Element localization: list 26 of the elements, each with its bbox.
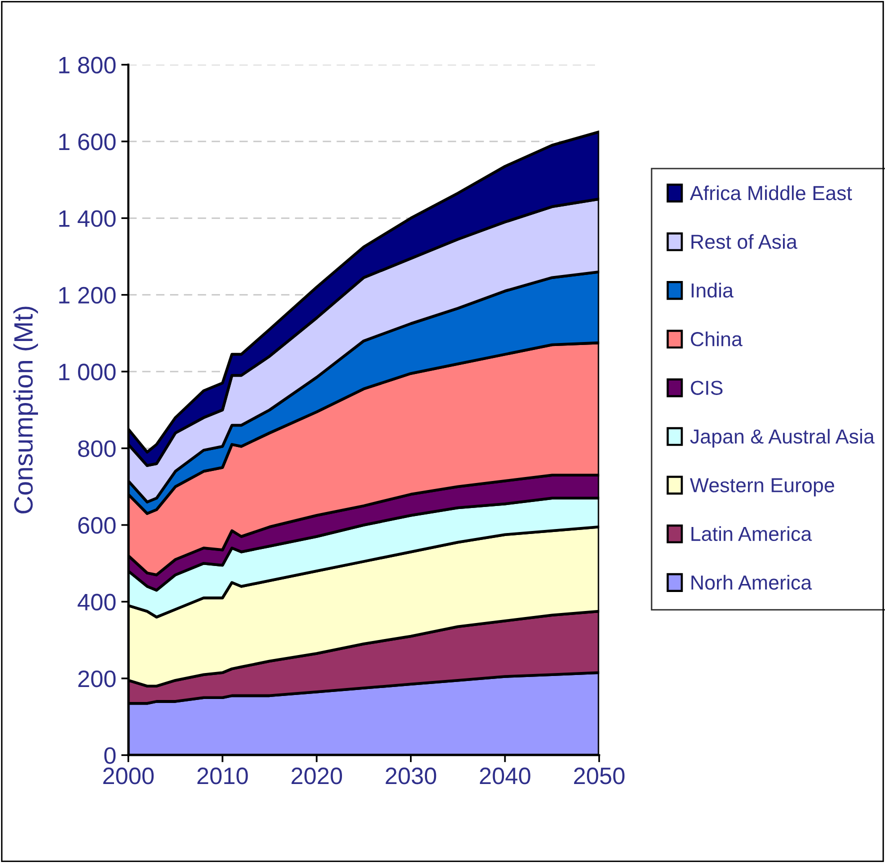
legend-label: Latin America <box>692 526 812 542</box>
legend-label: China <box>690 331 742 346</box>
y-tick-label: 400 <box>78 594 116 610</box>
x-tick-label: 2050 <box>574 768 624 784</box>
legend-label: Rest of Asia <box>692 234 798 249</box>
x-tick-label: 2000 <box>103 768 154 784</box>
legend-label: Africa Middle East <box>690 185 852 200</box>
y-tick-label: 1 600 <box>59 134 116 150</box>
y-tick-label: 0 <box>104 747 116 764</box>
legend-label: Japan & Austral Asia <box>690 428 875 448</box>
y-tick-label: 600 <box>78 517 116 534</box>
x-tick-label: 2040 <box>480 768 530 784</box>
y-axis-title: Consumption (Mt) <box>13 306 38 514</box>
y-tick-label: 1 000 <box>59 364 116 380</box>
legend-label: CIS <box>690 380 722 395</box>
y-tick-label: 800 <box>78 440 116 458</box>
x-tick-label: 2030 <box>386 768 436 784</box>
legend-label: Norh America <box>692 574 812 590</box>
y-tick-label: 200 <box>78 670 116 688</box>
y-tick-label: 1 800 <box>59 56 116 74</box>
x-tick-label: 2010 <box>197 768 248 784</box>
y-tick-label: 1 400 <box>59 210 116 227</box>
legend-label: Western Europe <box>690 478 834 496</box>
y-tick-label: 1 200 <box>59 286 116 304</box>
legend-label: India <box>692 282 734 298</box>
x-tick-label: 2020 <box>292 768 342 784</box>
